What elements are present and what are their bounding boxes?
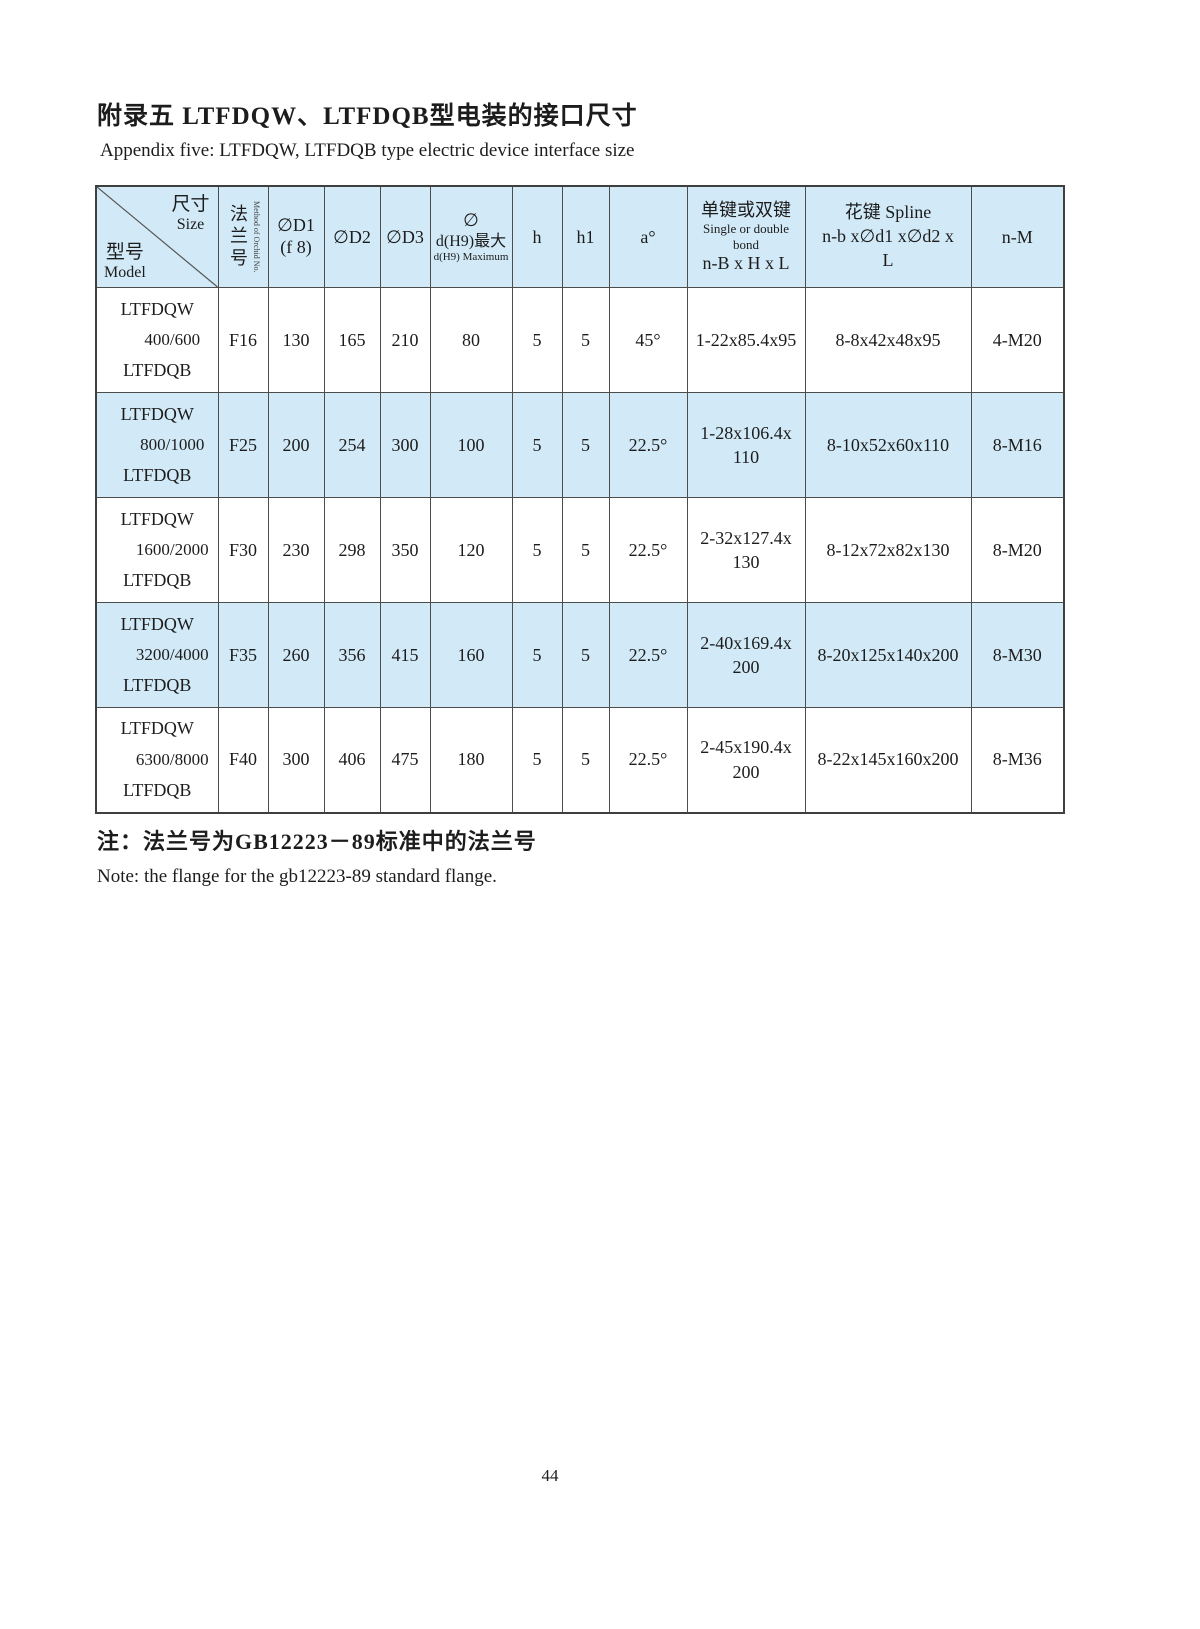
- header-angle: a°: [608, 185, 688, 288]
- cell-model: LTFDQW 800/1000 LTFDQB: [95, 392, 219, 498]
- header-d1: ∅D1 (f 8): [267, 185, 325, 288]
- table-row: LTFDQW 400/600 LTFDQB F16 130 165 210 80…: [95, 287, 1065, 393]
- header-spline: 花键 Spline n-b x∅d1 x∅d2 x L: [804, 185, 972, 288]
- cell-d3: 300: [379, 392, 431, 498]
- table-row: LTFDQW 3200/4000 LTFDQB F35 260 356 415 …: [95, 602, 1065, 708]
- cell-bond: 2-45x190.4x 200: [686, 707, 806, 813]
- cell-model: LTFDQW 6300/8000 LTFDQB: [95, 707, 219, 813]
- table-header-row: 尺寸 Size 型号 Model 法兰号 Method of Orchid No…: [95, 185, 1065, 288]
- cell-flange: F40: [217, 707, 269, 813]
- cell-spline: 8-10x52x60x110: [804, 392, 972, 498]
- cell-h1: 5: [561, 707, 610, 813]
- page-subtitle: Appendix five: LTFDQW, LTFDQB type elect…: [100, 140, 635, 161]
- cell-d1: 130: [267, 287, 325, 393]
- cell-nm: 8-M16: [970, 392, 1065, 498]
- page-number: 44: [541, 1466, 559, 1485]
- cell-model: LTFDQW 1600/2000 LTFDQB: [95, 497, 219, 603]
- cell-dh9: 100: [429, 392, 513, 498]
- cell-d3: 415: [379, 602, 431, 708]
- cell-angle: 45°: [608, 287, 688, 393]
- cell-dh9: 80: [429, 287, 513, 393]
- cell-flange: F30: [217, 497, 269, 603]
- cell-bond: 1-22x85.4x95: [686, 287, 806, 393]
- cell-angle: 22.5°: [608, 392, 688, 498]
- cell-model: LTFDQW 3200/4000 LTFDQB: [95, 602, 219, 708]
- cell-d2: 406: [323, 707, 381, 813]
- note-english: Note: the flange for the gb12223-89 stan…: [97, 866, 497, 887]
- diagonal-line: [97, 187, 218, 287]
- table-row: LTFDQW 800/1000 LTFDQB F25 200 254 300 1…: [95, 392, 1065, 498]
- header-model: 型号 Model: [104, 241, 146, 281]
- cell-model: LTFDQW 400/600 LTFDQB: [95, 287, 219, 393]
- cell-h: 5: [511, 392, 563, 498]
- cell-spline: 8-12x72x82x130: [804, 497, 972, 603]
- header-h1: h1: [561, 185, 610, 288]
- cell-d3: 475: [379, 707, 431, 813]
- note-chinese: 注：法兰号为GB12223－89标准中的法兰号: [97, 829, 537, 854]
- cell-d2: 165: [323, 287, 381, 393]
- cell-bond: 1-28x106.4x 110: [686, 392, 806, 498]
- cell-angle: 22.5°: [608, 707, 688, 813]
- cell-h: 5: [511, 602, 563, 708]
- cell-spline: 8-20x125x140x200: [804, 602, 972, 708]
- cell-d1: 260: [267, 602, 325, 708]
- cell-bond: 2-40x169.4x 200: [686, 602, 806, 708]
- cell-dh9: 120: [429, 497, 513, 603]
- header-h: h: [511, 185, 563, 288]
- table-row: LTFDQW 6300/8000 LTFDQB F40 300 406 475 …: [95, 707, 1065, 813]
- cell-dh9: 160: [429, 602, 513, 708]
- cell-flange: F25: [217, 392, 269, 498]
- header-flange-en: Method of Orchid No.: [252, 201, 261, 273]
- cell-d3: 350: [379, 497, 431, 603]
- cell-h1: 5: [561, 497, 610, 603]
- cell-dh9: 180: [429, 707, 513, 813]
- cell-h: 5: [511, 287, 563, 393]
- cell-h1: 5: [561, 602, 610, 708]
- cell-spline: 8-22x145x160x200: [804, 707, 972, 813]
- header-d2: ∅D2: [323, 185, 381, 288]
- header-nm: n-M: [970, 185, 1065, 288]
- header-corner-cell: 尺寸 Size 型号 Model: [95, 185, 219, 288]
- cell-spline: 8-8x42x48x95: [804, 287, 972, 393]
- cell-d1: 300: [267, 707, 325, 813]
- header-flange-no: 法兰号 Method of Orchid No.: [217, 185, 269, 288]
- cell-h1: 5: [561, 392, 610, 498]
- interface-size-table: 尺寸 Size 型号 Model 法兰号 Method of Orchid No…: [95, 185, 1065, 814]
- cell-d3: 210: [379, 287, 431, 393]
- cell-h: 5: [511, 707, 563, 813]
- cell-h1: 5: [561, 287, 610, 393]
- header-flange-zh: 法兰号: [228, 204, 248, 270]
- cell-nm: 8-M30: [970, 602, 1065, 708]
- header-single-double-bond: 单键或双键 Single or double bond n-B x H x L: [686, 185, 806, 288]
- header-size: 尺寸 Size: [171, 194, 210, 233]
- cell-flange: F16: [217, 287, 269, 393]
- cell-nm: 8-M20: [970, 497, 1065, 603]
- cell-d2: 356: [323, 602, 381, 708]
- cell-d1: 200: [267, 392, 325, 498]
- cell-flange: F35: [217, 602, 269, 708]
- header-dh9: ∅ d(H9)最大 d(H9) Maximum: [429, 185, 513, 288]
- header-d3: ∅D3: [379, 185, 431, 288]
- table-row: LTFDQW 1600/2000 LTFDQB F30 230 298 350 …: [95, 497, 1065, 603]
- cell-nm: 8-M36: [970, 707, 1065, 813]
- cell-nm: 4-M20: [970, 287, 1065, 393]
- page-title: 附录五 LTFDQW、LTFDQB型电装的接口尺寸: [97, 103, 638, 130]
- cell-d1: 230: [267, 497, 325, 603]
- cell-angle: 22.5°: [608, 497, 688, 603]
- cell-d2: 298: [323, 497, 381, 603]
- cell-h: 5: [511, 497, 563, 603]
- cell-d2: 254: [323, 392, 381, 498]
- cell-angle: 22.5°: [608, 602, 688, 708]
- cell-bond: 2-32x127.4x 130: [686, 497, 806, 603]
